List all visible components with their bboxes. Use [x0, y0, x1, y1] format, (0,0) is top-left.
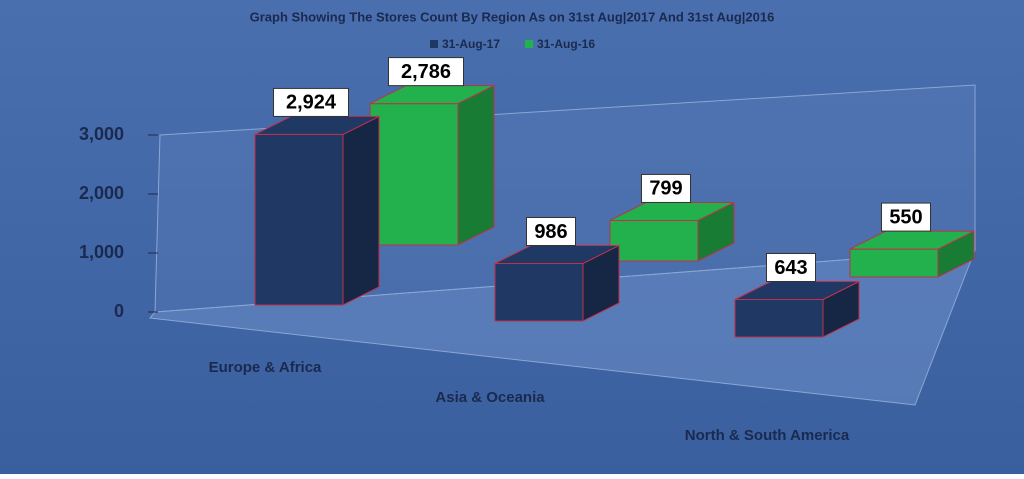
bar-front: [734, 298, 824, 338]
bar-top: [494, 244, 620, 264]
x-tick-label: Asia & Oceania: [435, 389, 545, 406]
bar: [734, 280, 860, 338]
legend-swatch: [525, 40, 533, 48]
bar-front: [254, 133, 344, 306]
bar-front: [849, 248, 939, 278]
bar-top: [369, 85, 495, 105]
bar: [254, 115, 380, 306]
bar-side: [342, 115, 380, 306]
bar-front: [494, 262, 584, 322]
x-tick-label: North & South America: [685, 427, 850, 444]
bar-top: [734, 280, 860, 300]
y-tick-label: 3,000: [79, 124, 124, 144]
bar-front: [369, 103, 459, 246]
value-label: 986: [534, 221, 567, 243]
bar-top: [609, 201, 735, 221]
value-label-box: [881, 202, 931, 232]
bar-front: [609, 219, 699, 262]
legend-swatch: [430, 40, 438, 48]
value-label-box: [388, 57, 464, 87]
legend-label: 31-Aug-16: [537, 37, 595, 51]
bar: [369, 84, 495, 246]
value-label-box: [766, 252, 816, 282]
value-label-box: [641, 173, 691, 203]
bar: [849, 230, 975, 278]
bar: [494, 244, 620, 322]
bar-top: [254, 115, 380, 135]
y-tick-label: 2,000: [79, 183, 124, 203]
value-label: 799: [649, 178, 682, 200]
x-tick-label: Europe & Africa: [209, 359, 322, 376]
bar-top: [849, 230, 975, 250]
value-label: 550: [889, 206, 922, 228]
value-label: 2,786: [401, 61, 451, 83]
bar: [609, 201, 735, 262]
y-tick-label: 1,000: [79, 242, 124, 262]
chart-title: Graph Showing The Stores Count By Region…: [250, 9, 775, 24]
value-label: 643: [774, 257, 807, 279]
bar-side: [457, 84, 495, 246]
value-label-box: [526, 216, 576, 246]
legend-label: 31-Aug-17: [442, 37, 500, 51]
value-label: 2,924: [286, 92, 337, 114]
y-tick-label: 0: [114, 301, 124, 321]
value-label-box: [273, 87, 349, 117]
